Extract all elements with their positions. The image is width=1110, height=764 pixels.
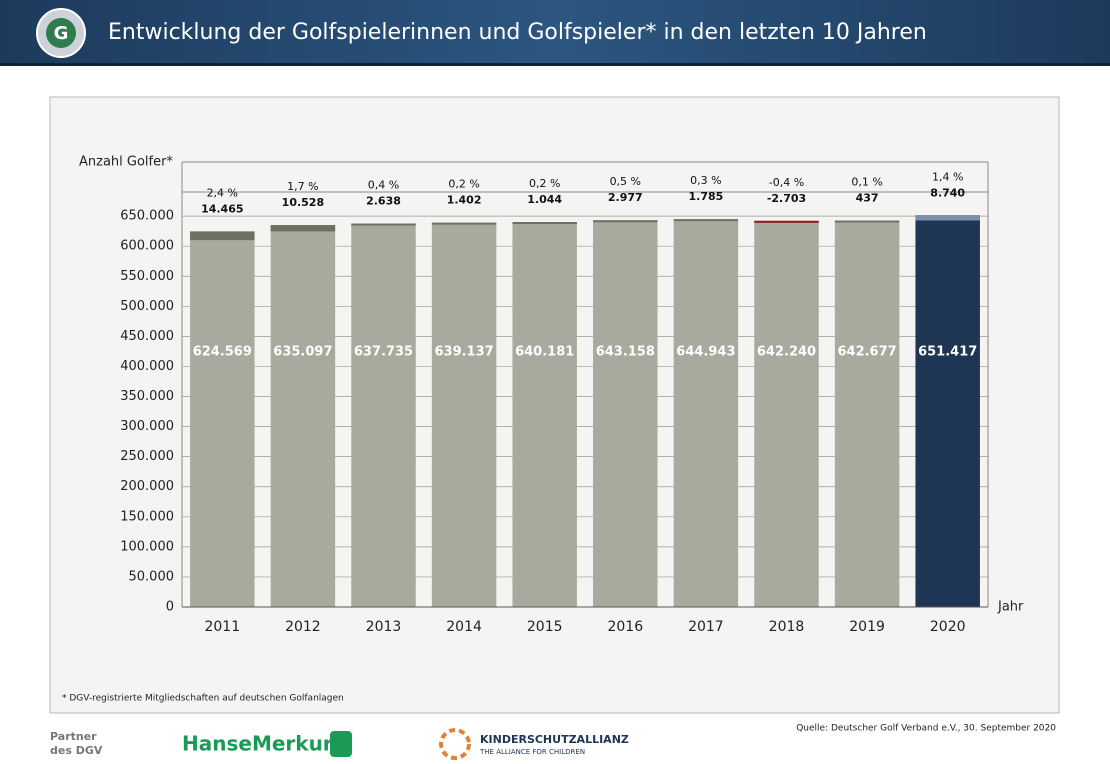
y-axis-title: Anzahl Golfer* (79, 155, 173, 170)
source: Quelle: Deutscher Golf Verband e.V., 30.… (796, 724, 1056, 734)
change-pct-label: 1,4 % (932, 170, 963, 183)
x-tick-label: 2012 (285, 619, 321, 635)
bar-value-label: 651.417 (918, 345, 977, 360)
partner-label: des DGV (50, 744, 103, 757)
partner-icon (439, 728, 471, 760)
x-tick-label: 2019 (849, 619, 885, 635)
bar (190, 231, 255, 607)
change-label: 1.044 (527, 193, 562, 206)
header-rule (0, 63, 1110, 66)
change-segment (593, 220, 658, 223)
y-tick-label: 400.000 (120, 359, 174, 374)
change-pct-label: 0,4 % (368, 178, 399, 191)
change-segment (351, 223, 416, 226)
x-tick-label: 2014 (446, 619, 482, 635)
bar-value-label: 640.181 (515, 345, 574, 360)
change-pct-label: 0,1 % (851, 176, 882, 189)
change-pct-label: 0,2 % (529, 177, 560, 190)
y-tick-label: 300.000 (120, 419, 174, 434)
footnote: * DGV-registrierte Mitgliedschaften auf … (62, 694, 344, 704)
y-tick-label: 500.000 (120, 299, 174, 314)
change-label: 14.465 (201, 202, 243, 215)
y-tick-label: 0 (166, 600, 174, 615)
change-pct-label: 1,7 % (287, 180, 318, 193)
partner-logo: HanseMerkur (182, 732, 333, 756)
y-tick-label: 200.000 (120, 479, 174, 494)
bar (270, 225, 336, 607)
bar-value-label: 637.735 (354, 345, 413, 360)
x-tick-label: 2011 (204, 619, 240, 635)
partner-logo: KINDERSCHUTZALLIANZ (480, 733, 629, 746)
change-segment (431, 222, 497, 225)
change-label: -2.703 (767, 192, 806, 205)
bar (512, 222, 577, 607)
change-pct-label: -0,4 % (769, 176, 804, 189)
change-label: 437 (856, 192, 879, 205)
y-tick-label: 600.000 (120, 239, 174, 254)
logo-inner (46, 18, 76, 48)
partner-label: Partner (50, 730, 97, 743)
bar-value-label: 635.097 (273, 345, 332, 360)
change-segment (915, 215, 980, 221)
change-label: 1.402 (447, 194, 482, 207)
header-band (0, 0, 1110, 65)
bar-value-label: 639.137 (434, 345, 493, 360)
bar (351, 223, 416, 607)
bar (593, 220, 658, 607)
y-tick-label: 350.000 (120, 389, 174, 404)
x-tick-label: 2020 (930, 619, 966, 635)
page-title: Entwicklung der Golfspielerinnen und Gol… (108, 20, 927, 45)
y-tick-label: 650.000 (120, 209, 174, 224)
change-segment (190, 231, 255, 241)
logo-letter: G (54, 23, 69, 44)
change-pct-label: 2,4 % (207, 186, 238, 199)
bar (834, 220, 900, 607)
change-label: 10.528 (282, 196, 324, 209)
partner-logo-sub: THE ALLIANCE FOR CHILDREN (479, 748, 585, 756)
bar-value-label: 624.569 (193, 345, 252, 360)
bar (754, 220, 819, 608)
bar (431, 222, 497, 607)
change-label: 2.977 (608, 191, 643, 204)
change-segment (512, 222, 577, 225)
y-tick-label: 50.000 (129, 569, 175, 584)
y-tick-label: 150.000 (120, 509, 174, 524)
change-segment (270, 225, 336, 232)
partner-icon (330, 731, 352, 757)
bar-value-label: 642.240 (757, 345, 816, 360)
bar-value-label: 642.677 (837, 345, 896, 360)
change-label: 8.740 (930, 186, 965, 199)
change-segment (834, 220, 900, 223)
change-label: 2.638 (366, 194, 401, 207)
bar (915, 215, 980, 607)
y-tick-label: 550.000 (120, 269, 174, 284)
change-pct-label: 0,2 % (448, 178, 479, 191)
change-pct-label: 0,3 % (690, 174, 721, 187)
x-tick-label: 2018 (769, 619, 805, 635)
x-tick-label: 2013 (366, 619, 402, 635)
x-tick-label: 2016 (607, 619, 643, 635)
bar (673, 219, 739, 607)
x-tick-label: 2015 (527, 619, 563, 635)
bar-value-label: 643.158 (596, 345, 655, 360)
change-segment (754, 220, 819, 223)
y-tick-label: 250.000 (120, 449, 174, 464)
change-segment (673, 219, 739, 222)
y-tick-label: 450.000 (120, 329, 174, 344)
change-label: 1.785 (689, 190, 724, 203)
x-axis-title: Jahr (997, 600, 1024, 615)
y-tick-label: 100.000 (120, 539, 174, 554)
change-pct-label: 0,5 % (610, 175, 641, 188)
x-tick-label: 2017 (688, 619, 724, 635)
bar-value-label: 644.943 (676, 345, 735, 360)
